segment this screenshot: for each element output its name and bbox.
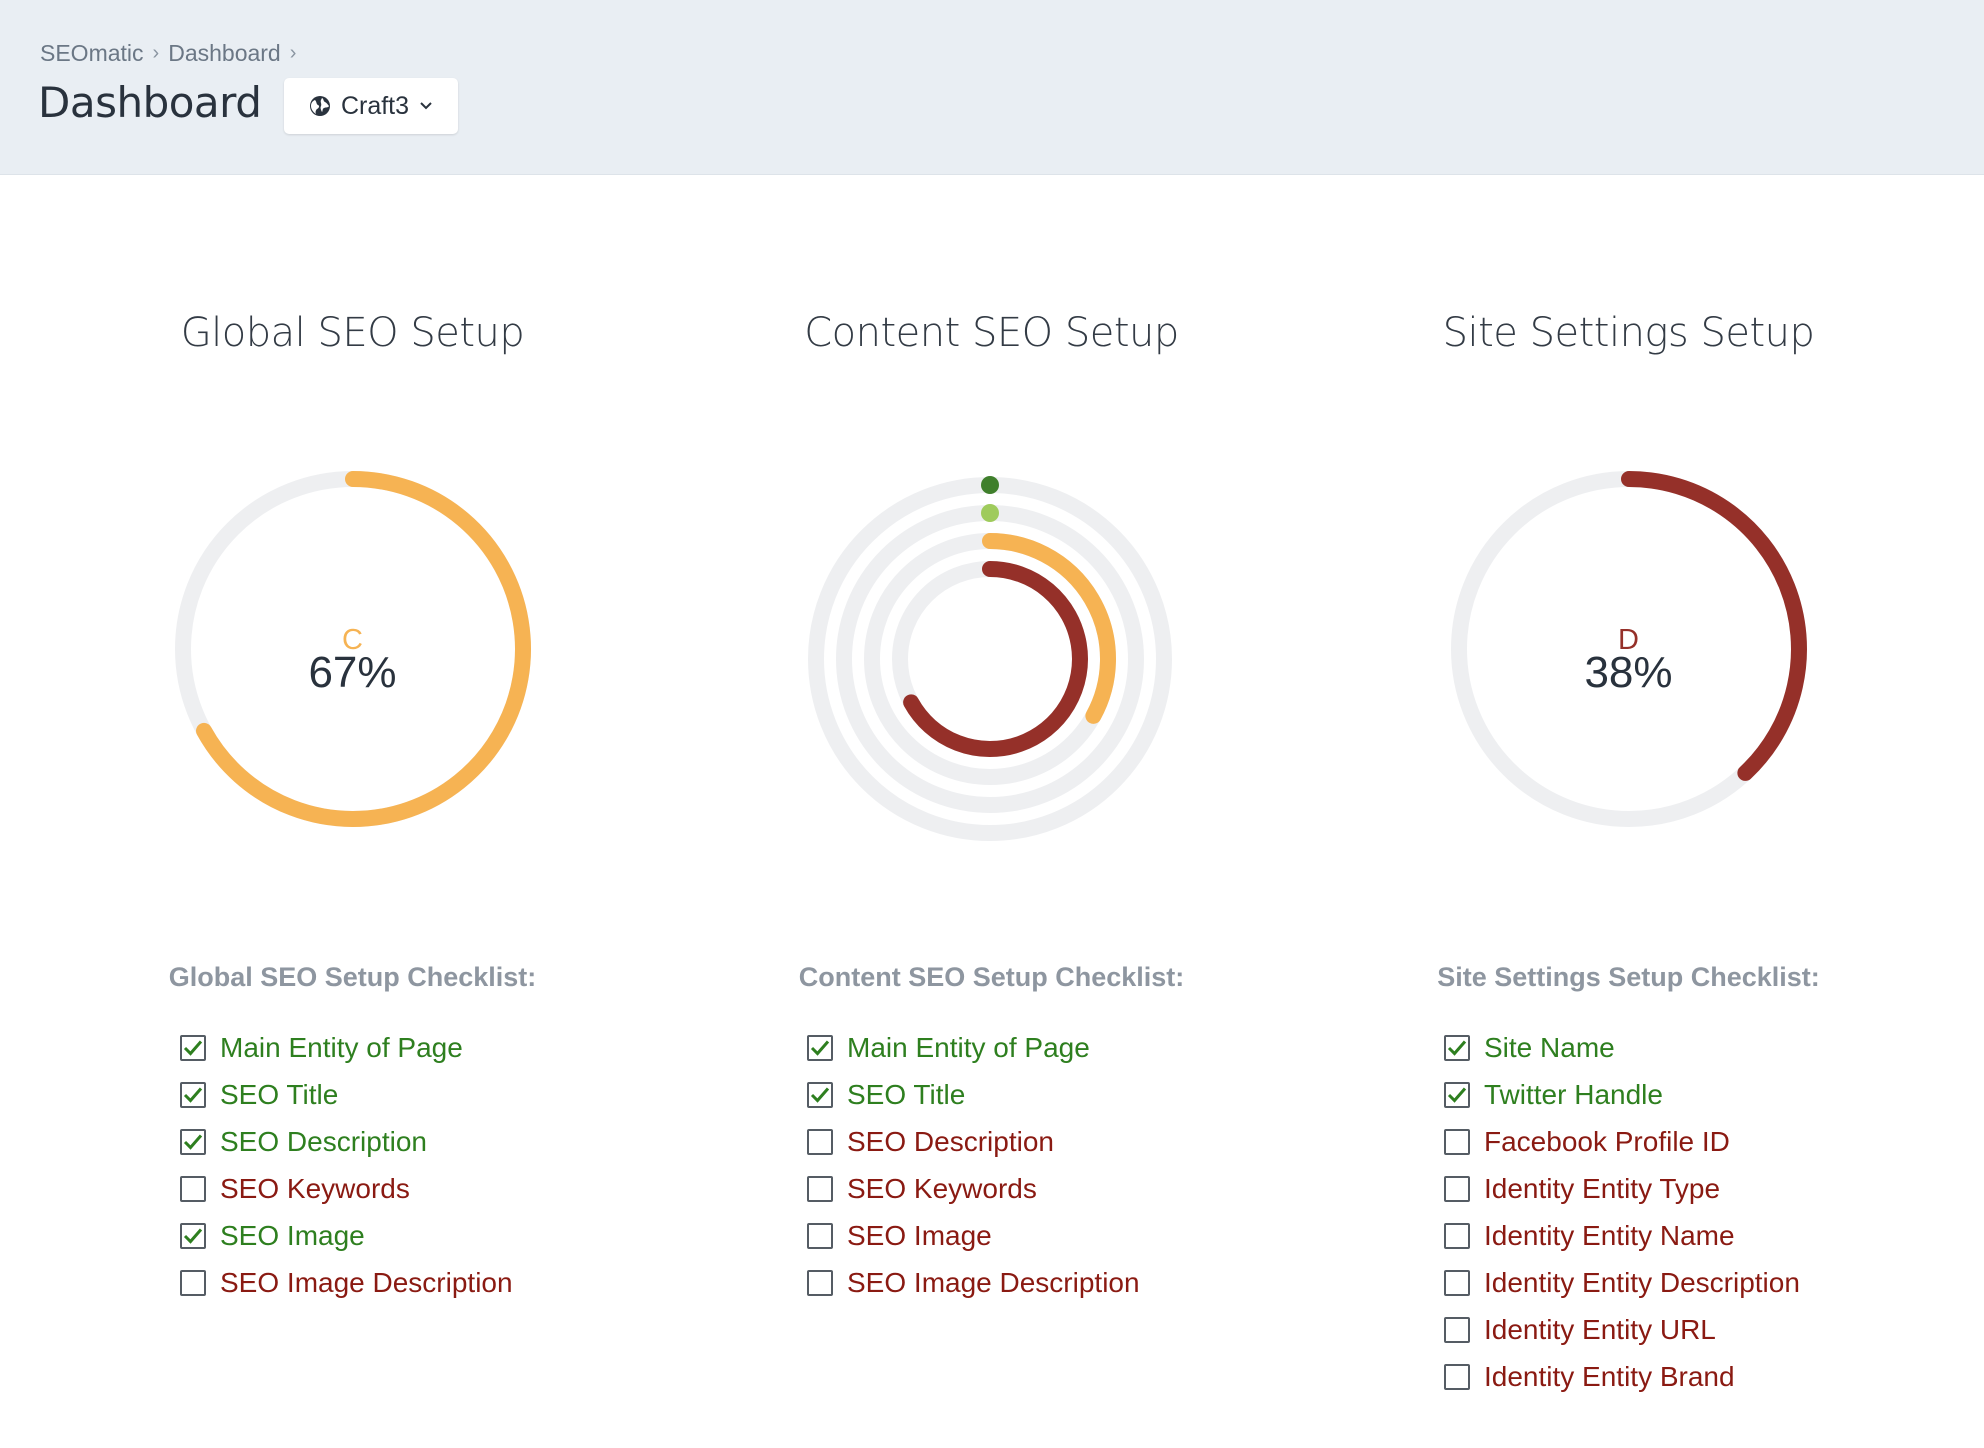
breadcrumb-seomatic[interactable]: SEOmatic [40,39,144,66]
checklist-item: Identity Entity URL [1444,1306,1800,1353]
checked-checkbox-icon [180,1128,206,1155]
site-settings-column: Site Settings Setup D 38% Site Settings … [1298,0,1959,1448]
checklist-item: SEO Keywords [180,1165,513,1212]
checklist-title: Global SEO Setup Checklist: [168,962,537,992]
checklist-item-label: SEO Description [847,1125,1054,1157]
gauge-progress-arc [1621,471,1807,781]
global-seo-column: Global SEO Setup C 67% Global SEO Setup … [22,0,683,1448]
checklist-item: SEO Image Description [180,1259,513,1306]
checked-checkbox-icon [807,1081,833,1108]
content-seo-column: Content SEO Setup Content SEO Setup Chec… [661,0,1322,1448]
checklist-item: Identity Entity Brand [1444,1353,1800,1400]
checked-checkbox-icon [180,1034,206,1061]
site-selector-button[interactable]: Craft3 [284,78,458,134]
site-selector-label: Craft3 [340,91,410,120]
checklist-item-label: SEO Image [220,1219,365,1251]
grade-label: C [342,624,363,656]
checked-checkbox-icon [180,1081,206,1108]
column-title: Content SEO Setup [804,310,1179,356]
checklist-item-label: SEO Keywords [220,1172,410,1204]
checklist-item-label: SEO Image Description [847,1266,1140,1298]
checklist-item: Identity Entity Type [1444,1165,1800,1212]
checklist-item-label: Identity Entity URL [1484,1313,1716,1345]
column-title: Global SEO Setup [180,310,525,356]
checklist: Main Entity of Page SEO Title SEO Descript… [807,1024,1140,1306]
checklist-item: SEO Title [180,1071,513,1118]
checked-checkbox-icon [180,1222,206,1249]
unchecked-checkbox-icon [1444,1269,1470,1296]
page-title: Dashboard [38,78,262,127]
percent-label: 38% [1584,648,1673,697]
page-header: SEOmatic › Dashboard › Dashboard Craft3 [0,0,1984,175]
checklist-item-label: SEO Title [847,1078,966,1110]
checklist-item-label: Main Entity of Page [847,1031,1090,1063]
checklist: Main Entity of Page SEO Title SEO Descript… [180,1024,513,1306]
breadcrumb: SEOmatic › Dashboard › [40,38,305,68]
chevron-right-icon: › [152,41,160,64]
checklist-item: Identity Entity Name [1444,1212,1800,1259]
checklist-item: SEO Description [180,1118,513,1165]
checklist-item-label: Main Entity of Page [220,1031,463,1063]
breadcrumb-dashboard[interactable]: Dashboard [168,39,281,66]
ring-4-progress-arc [903,561,1088,757]
checklist-item-label: SEO Title [220,1078,339,1110]
checklist-item: SEO Image Description [807,1259,1140,1306]
checklist-title: Site Settings Setup Checklist: [1437,962,1820,992]
checklist-item: Identity Entity Description [1444,1259,1800,1306]
unchecked-checkbox-icon [1444,1128,1470,1155]
ring-3-progress-arc [982,533,1116,724]
chevron-down-icon [419,101,433,111]
checklist-title: Content SEO Setup Checklist: [798,962,1185,992]
checklist-item: SEO Description [807,1118,1140,1165]
checklist-item-label: SEO Description [220,1125,427,1157]
unchecked-checkbox-icon [180,1175,206,1202]
global-seo-gauge [175,471,531,827]
checklist-item: SEO Image [807,1212,1140,1259]
checklist-item: SEO Image [180,1212,513,1259]
checklist-item-label: Site Name [1484,1031,1615,1063]
globe-icon [309,95,331,117]
site-settings-gauge [1451,471,1807,827]
checklist-item: Main Entity of Page [807,1024,1140,1071]
grade-label: D [1618,624,1639,656]
unchecked-checkbox-icon [1444,1363,1470,1390]
content-seo-gauge [808,476,1172,841]
checked-checkbox-icon [1444,1081,1470,1108]
checklist-item-label: Identity Entity Description [1484,1266,1800,1298]
checked-checkbox-icon [807,1034,833,1061]
checklist-item: SEO Title [807,1071,1140,1118]
gauge-progress-arc [196,471,531,827]
unchecked-checkbox-icon [1444,1316,1470,1343]
unchecked-checkbox-icon [1444,1222,1470,1249]
percent-label: 67% [308,648,397,697]
checklist-item: Site Name [1444,1024,1800,1071]
ring-1-zero-dot [981,476,999,494]
checklist-item-label: SEO Image [847,1219,992,1251]
unchecked-checkbox-icon [180,1269,206,1296]
checklist-item-label: Identity Entity Name [1484,1219,1735,1251]
checklist: Site Name Twitter Handle Facebook Profile … [1444,1024,1800,1400]
checklist-item-label: Facebook Profile ID [1484,1125,1730,1157]
gauge-track-ring-2 [836,505,1144,813]
checklist-item: Facebook Profile ID [1444,1118,1800,1165]
checked-checkbox-icon [1444,1034,1470,1061]
checklist-item-label: Identity Entity Brand [1484,1360,1735,1392]
checklist-item: Twitter Handle [1444,1071,1800,1118]
column-title: Site Settings Setup [1442,310,1815,356]
checklist-item-label: Twitter Handle [1484,1078,1663,1110]
chevron-right-icon: › [289,41,297,64]
checklist-item-label: SEO Keywords [847,1172,1037,1204]
checklist-item-label: Identity Entity Type [1484,1172,1721,1204]
checklist-item-label: SEO Image Description [220,1266,513,1298]
unchecked-checkbox-icon [807,1175,833,1202]
checklist-item: Main Entity of Page [180,1024,513,1071]
checklist-item: SEO Keywords [807,1165,1140,1212]
unchecked-checkbox-icon [807,1222,833,1249]
unchecked-checkbox-icon [807,1128,833,1155]
unchecked-checkbox-icon [1444,1175,1470,1202]
ring-2-zero-dot [981,504,999,522]
unchecked-checkbox-icon [807,1269,833,1296]
